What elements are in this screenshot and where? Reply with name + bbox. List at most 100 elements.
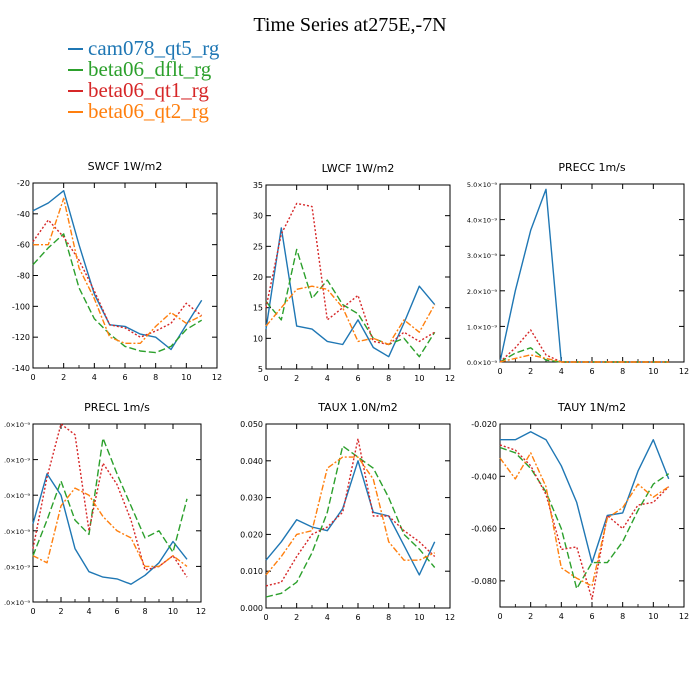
x-tick-label: 6 — [355, 374, 360, 383]
plot-frame — [265, 423, 451, 609]
x-tick-label: 4 — [559, 367, 564, 376]
plot-frame — [499, 183, 685, 363]
y-tick-label: 0.050 — [240, 420, 263, 429]
y-tick-label: 0.020 — [240, 530, 263, 539]
chart-panel: TAUY 1N/m2 0 2 4 6 8 10 12 -0.080 -0.060 -0.040 -0.… — [471, 401, 689, 621]
x-tick-label: 4 — [92, 373, 97, 382]
y-tick-label: 0.040 — [240, 457, 263, 466]
legend-item: beta06_dflt_rg — [68, 59, 219, 80]
legend-item: beta06_qt1_rg — [68, 80, 219, 101]
y-tick-label: -0.020 — [471, 420, 497, 429]
y-tick-label: -0.080 — [471, 577, 497, 586]
y-tick-label: 25 — [253, 242, 263, 251]
y-tick-label: -140 — [12, 364, 30, 373]
series-line — [499, 452, 670, 587]
plot-frame — [499, 423, 685, 608]
legend-swatch — [68, 48, 83, 51]
chart-title: SWCF 1W/m2 — [88, 160, 163, 173]
x-tick-label: 12 — [196, 607, 206, 616]
x-tick-label: 10 — [648, 612, 658, 621]
chart-title: PRECC 1m/s — [558, 161, 626, 174]
chart-panel: TAUX 1.0N/m2 0 2 4 6 8 10 12 0.000 0.010 0.020 0.03… — [240, 401, 455, 622]
x-tick-label: 0 — [30, 373, 35, 382]
legend-swatch — [68, 111, 83, 114]
series-line — [499, 446, 670, 590]
x-tick-label: 6 — [589, 367, 594, 376]
chart-panel: PRECC 1m/s 0 2 4 6 8 10 12 0.0×10⁻⁹ 1.0×10⁻⁹ 2.0×1… — [467, 161, 689, 376]
x-tick-label: 0 — [263, 613, 268, 622]
y-tick-label: 2.0×10⁻⁹ — [467, 288, 497, 296]
series-line — [265, 445, 436, 598]
y-tick-label: .0×10⁻⁹ — [4, 599, 30, 607]
y-tick-label: -40 — [17, 210, 30, 219]
y-tick-label: 3.0×10⁻⁹ — [467, 252, 497, 260]
legend-swatch — [68, 90, 83, 93]
y-tick-label: 0.000 — [240, 604, 263, 613]
x-tick-label: 2 — [528, 612, 533, 621]
series-line — [265, 202, 436, 346]
x-tick-label: 10 — [414, 613, 424, 622]
y-tick-label: .0×10⁻⁹ — [4, 563, 30, 571]
series-line — [32, 437, 188, 556]
series-line — [499, 329, 669, 363]
series-line — [32, 423, 188, 578]
x-tick-label: 10 — [414, 374, 424, 383]
series-line — [32, 473, 188, 585]
series-line — [500, 431, 670, 564]
y-tick-label: -0.060 — [471, 525, 497, 534]
x-tick-label: 4 — [325, 613, 330, 622]
y-tick-label: 0.030 — [240, 494, 263, 503]
y-tick-label: .0×10⁻⁹ — [4, 457, 30, 465]
series-line — [265, 285, 436, 346]
x-tick-label: 0 — [263, 374, 268, 383]
x-tick-label: 0 — [30, 607, 35, 616]
y-tick-label: 0.010 — [240, 567, 263, 576]
x-tick-label: 2 — [58, 607, 63, 616]
series-line — [32, 189, 203, 351]
chart-panel: SWCF 1W/m2 0 2 4 6 8 10 12 -140 -120 -100 -80 -60 -40… — [12, 160, 222, 382]
series-line — [32, 233, 203, 354]
y-tick-label: 20 — [253, 273, 263, 282]
x-tick-label: 0 — [497, 612, 502, 621]
x-tick-label: 6 — [355, 613, 360, 622]
series-line — [265, 438, 436, 587]
y-tick-label: .0×10⁻⁹ — [4, 421, 30, 429]
legend-label: beta06_qt1_rg — [88, 78, 209, 102]
y-tick-label: .0×10⁻⁹ — [4, 528, 30, 536]
y-tick-label: -0.040 — [471, 472, 497, 481]
y-tick-label: 0.0×10⁻⁹ — [467, 359, 497, 367]
x-tick-label: 2 — [528, 367, 533, 376]
x-tick-label: 10 — [168, 607, 178, 616]
series-line — [499, 347, 669, 363]
x-tick-label: 12 — [679, 367, 689, 376]
x-tick-label: 10 — [648, 367, 658, 376]
x-tick-label: 2 — [294, 374, 299, 383]
legend-label: beta06_dflt_rg — [88, 57, 212, 81]
y-tick-label: 30 — [253, 212, 263, 221]
x-tick-label: 12 — [212, 373, 222, 382]
x-tick-label: 6 — [122, 373, 127, 382]
x-tick-label: 2 — [294, 613, 299, 622]
y-tick-label: 5 — [258, 365, 263, 374]
chart-title: LWCF 1W/m2 — [322, 162, 395, 175]
x-tick-label: 2 — [61, 373, 66, 382]
x-tick-label: 4 — [325, 374, 330, 383]
x-tick-label: 12 — [445, 374, 455, 383]
x-tick-label: 8 — [153, 373, 158, 382]
page-title: Time Series at275E,-7N — [253, 14, 447, 36]
x-tick-label: 8 — [620, 612, 625, 621]
y-tick-label: -120 — [12, 333, 30, 342]
series-line — [499, 354, 669, 363]
series-line — [499, 444, 670, 600]
legend-item: cam078_qt5_rg — [68, 38, 219, 59]
x-tick-label: 6 — [114, 607, 119, 616]
y-tick-label: 15 — [253, 304, 263, 313]
legend: cam078_qt5_rg beta06_dflt_rg beta06_qt1_… — [68, 38, 219, 122]
series-line — [32, 487, 188, 568]
chart-title: TAUX 1.0N/m2 — [317, 401, 398, 414]
x-tick-label: 12 — [445, 613, 455, 622]
chart-panel: PRECL 1m/s 0 2 4 6 8 10 12 .0×10⁻⁹ .0×10⁻⁹ .0×10⁻⁹… — [4, 401, 206, 616]
x-tick-label: 4 — [559, 612, 564, 621]
y-tick-label: 10 — [253, 334, 263, 343]
